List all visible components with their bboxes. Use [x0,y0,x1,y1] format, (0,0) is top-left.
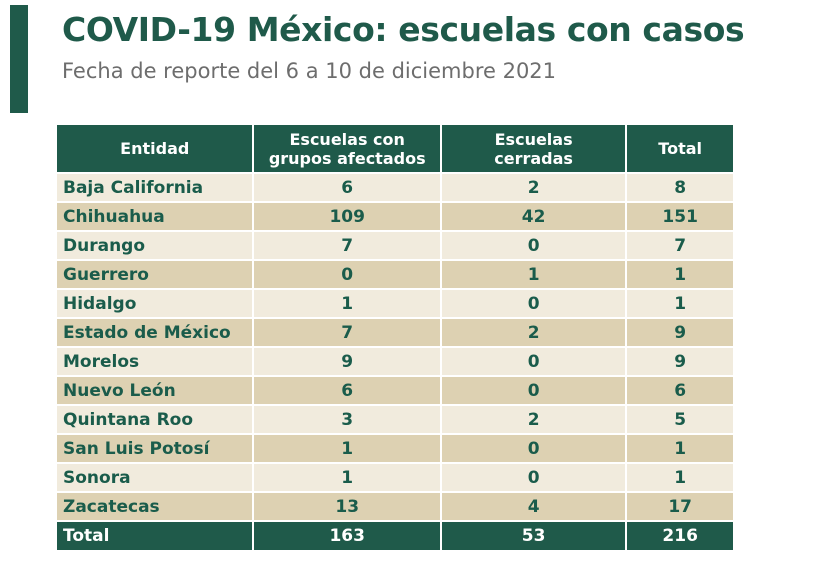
header-afectados-line2: grupos afectados [268,148,426,168]
cell-total: 5 [627,406,733,433]
cell-total: 1 [627,464,733,491]
cell-entidad: Estado de México [57,319,253,346]
table-row: Durango 7 0 7 [57,232,733,259]
table-row: Zacatecas 13 4 17 [57,493,733,520]
header-afectados-line1: Escuelas con [289,129,405,149]
cell-cerradas: 1 [441,261,626,288]
cell-cerradas: 4 [441,493,626,520]
table-row: Morelos 9 0 9 [57,348,733,375]
page-title: COVID-19 México: escuelas con casos [62,10,745,49]
cell-cerradas: 2 [441,406,626,433]
header-cerradas-line1: Escuelas [494,129,573,149]
cell-total: 8 [627,174,733,201]
table-total-row: Total 163 53 216 [57,522,733,550]
cell-afectados: 7 [254,319,440,346]
cell-entidad: Hidalgo [57,290,253,317]
cell-cerradas: 42 [441,203,626,230]
cell-afectados: 1 [254,435,440,462]
cell-afectados: 9 [254,348,440,375]
table-row: Guerrero 0 1 1 [57,261,733,288]
total-total: 216 [627,522,733,550]
header-escuelas-afectadas: Escuelas con grupos afectados [254,125,440,172]
cell-total: 9 [627,319,733,346]
header-entidad: Entidad [57,125,253,172]
cell-total: 1 [627,290,733,317]
cell-entidad: Morelos [57,348,253,375]
cell-afectados: 1 [254,464,440,491]
table-header-row: Entidad Escuelas con grupos afectados Es… [57,125,733,172]
header-cerradas-line2: cerradas [494,148,573,168]
cell-afectados: 6 [254,377,440,404]
cell-total: 9 [627,348,733,375]
cell-total: 151 [627,203,733,230]
header-entidad-label: Entidad [120,139,190,158]
header-total: Total [627,125,733,172]
table-row: Nuevo León 6 0 6 [57,377,733,404]
cell-total: 7 [627,232,733,259]
cell-entidad: Chihuahua [57,203,253,230]
total-cerradas: 53 [441,522,626,550]
cell-cerradas: 0 [441,464,626,491]
cell-cerradas: 2 [441,174,626,201]
cell-total: 6 [627,377,733,404]
cell-entidad: San Luis Potosí [57,435,253,462]
table-row: Chihuahua 109 42 151 [57,203,733,230]
cell-entidad: Nuevo León [57,377,253,404]
cell-afectados: 0 [254,261,440,288]
schools-table: Entidad Escuelas con grupos afectados Es… [55,123,735,552]
page-subtitle: Fecha de reporte del 6 a 10 de diciembre… [62,59,557,83]
table-row: Sonora 1 0 1 [57,464,733,491]
table-row: Baja California 6 2 8 [57,174,733,201]
cell-entidad: Guerrero [57,261,253,288]
cell-total: 1 [627,261,733,288]
table-row: Estado de México 7 2 9 [57,319,733,346]
header-escuelas-cerradas: Escuelas cerradas [441,125,626,172]
cell-cerradas: 2 [441,319,626,346]
table-row: San Luis Potosí 1 0 1 [57,435,733,462]
cell-afectados: 109 [254,203,440,230]
cell-afectados: 1 [254,290,440,317]
cell-afectados: 3 [254,406,440,433]
cell-entidad: Baja California [57,174,253,201]
cell-total: 17 [627,493,733,520]
cell-cerradas: 0 [441,232,626,259]
cell-entidad: Durango [57,232,253,259]
cell-cerradas: 0 [441,377,626,404]
cell-afectados: 13 [254,493,440,520]
total-label: Total [57,522,253,550]
cell-afectados: 6 [254,174,440,201]
cell-cerradas: 0 [441,348,626,375]
cell-afectados: 7 [254,232,440,259]
table-row: Hidalgo 1 0 1 [57,290,733,317]
cell-total: 1 [627,435,733,462]
table-row: Quintana Roo 3 2 5 [57,406,733,433]
total-afectados: 163 [254,522,440,550]
cell-entidad: Zacatecas [57,493,253,520]
decorative-side-bar [10,5,28,113]
header-total-label: Total [658,139,703,158]
cell-entidad: Quintana Roo [57,406,253,433]
cell-entidad: Sonora [57,464,253,491]
cell-cerradas: 0 [441,435,626,462]
cell-cerradas: 0 [441,290,626,317]
